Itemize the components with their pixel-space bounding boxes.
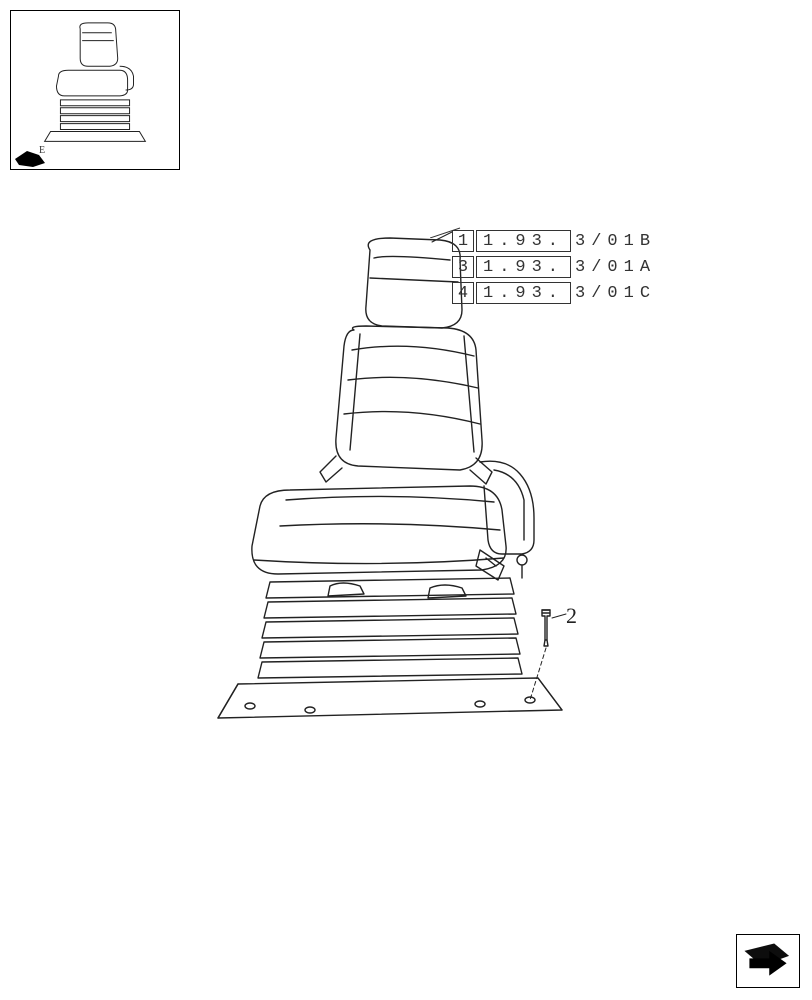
thumbnail-panel: E [10, 10, 180, 170]
ref-code-box: 1.93. [476, 230, 571, 252]
callout-row: 1 1.93. 3/01B [452, 228, 656, 254]
ref-code-suffix: 3/01C [571, 284, 656, 303]
callout-row: 3 1.93. 3/01A [452, 254, 656, 280]
ref-code-suffix: 3/01B [571, 232, 656, 251]
ref-code-suffix: 3/01A [571, 258, 656, 277]
reference-callout-table: 1 1.93. 3/01B 3 1.93. 3/01A 4 1.93. 3/01… [452, 228, 656, 306]
ref-number-box: 3 [452, 256, 474, 278]
svg-text:E: E [39, 145, 45, 156]
leader-to-table [430, 208, 470, 238]
main-seat-diagram [130, 230, 650, 850]
callout-row: 4 1.93. 3/01C [452, 280, 656, 306]
ref-code-box: 1.93. [476, 256, 571, 278]
thumb-corner-icon: E [11, 141, 49, 169]
ref-code-box: 1.93. [476, 282, 571, 304]
nav-next-icon[interactable] [736, 934, 800, 988]
callout-ref-2: 2 [566, 603, 577, 629]
ref-number-box: 4 [452, 282, 474, 304]
arrow-page-icon [737, 936, 799, 986]
